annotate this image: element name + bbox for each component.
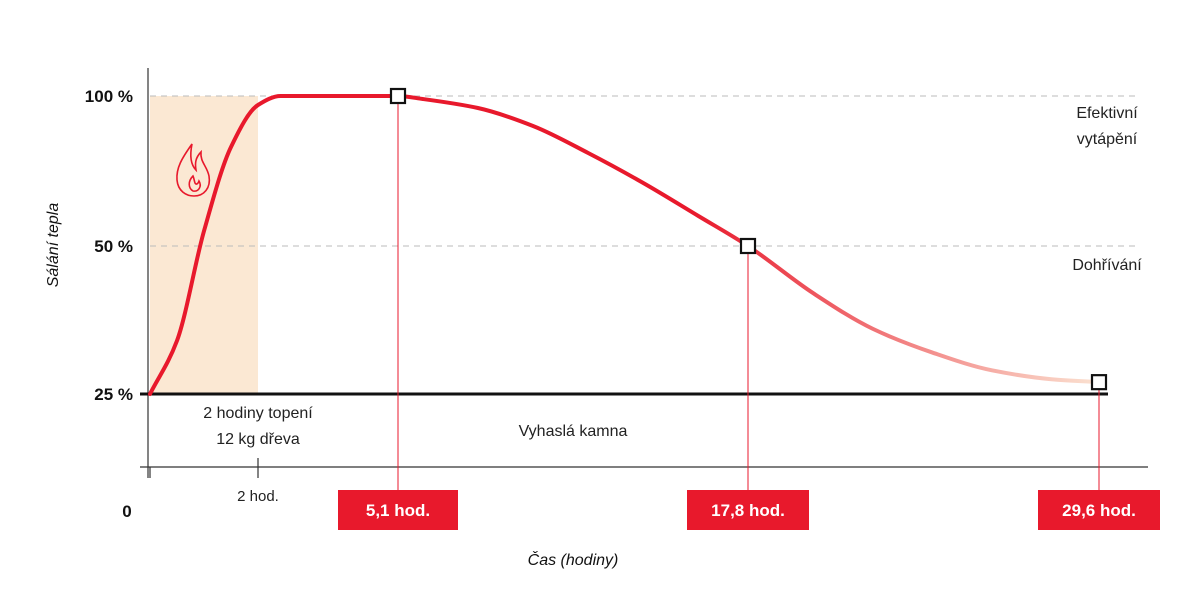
x-tick-label: 2 hod. [237, 488, 279, 505]
cooling-annotation: Vyhaslá kamna [519, 423, 628, 440]
point-label: 5,1 hod. [366, 501, 430, 520]
heating-phase-band [150, 96, 258, 394]
zone-lower-label: Dohřívání [1072, 257, 1142, 274]
flame-icon [176, 143, 211, 197]
zone-upper-label-line2: vytápění [1077, 131, 1138, 148]
data-point-marker [739, 237, 757, 255]
heating-annotation-line1: 2 hodiny topení [203, 405, 313, 422]
point-label-box [1038, 490, 1160, 530]
zone-upper-label-line1: Efektivní [1076, 105, 1138, 122]
heating-annotation-line2: 12 kg dřeva [216, 431, 300, 448]
x-axis-title: Čas (hodiny) [528, 550, 619, 569]
y-tick-label: 50 % [94, 237, 133, 256]
point-label: 29,6 hod. [1062, 501, 1136, 520]
series-line [148, 93, 1101, 396]
point-label: 17,8 hod. [711, 501, 785, 520]
y-tick-label: 100 % [85, 87, 133, 106]
point-label-box [338, 490, 458, 530]
y-axis-title: Sálání tepla [45, 203, 62, 288]
y-tick-label: 25 % [94, 385, 133, 404]
point-label-box [687, 490, 809, 530]
x-origin-label: 0 [122, 502, 131, 521]
data-point-marker [1090, 374, 1108, 391]
data-point-marker [389, 87, 407, 105]
